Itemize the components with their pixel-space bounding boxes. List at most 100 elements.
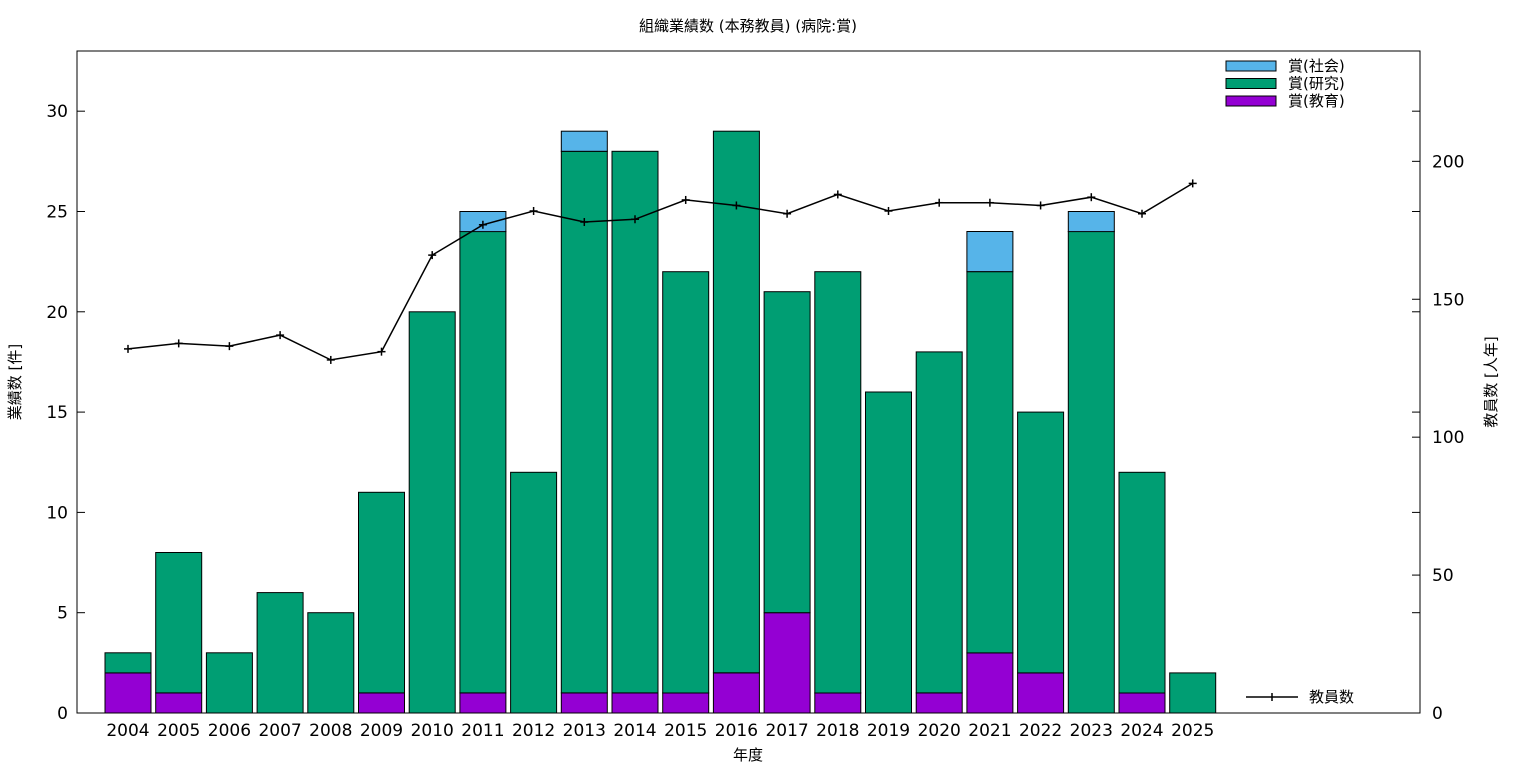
bar-2020-series-0	[915, 692, 963, 714]
y2-axis-label: 教員数 [人年]	[1482, 336, 1500, 427]
legend-label-2: 賞(教育)	[1288, 92, 1345, 110]
bar-2009-series-0	[358, 692, 405, 714]
x-tick-label-2006: 2006	[208, 721, 251, 741]
legend-label-line: 教員数	[1309, 688, 1354, 706]
x-tick-label-2019: 2019	[867, 721, 910, 741]
x-tick-label-2014: 2014	[613, 721, 656, 741]
bar-2022-series-1	[1017, 411, 1065, 674]
line-point-2019	[884, 206, 893, 215]
x-tick-label-2012: 2012	[512, 721, 555, 741]
bar-2014-series-0	[611, 692, 659, 714]
legend: 賞(社会)賞(研究)賞(教育) 教員数	[1225, 57, 1354, 706]
bar-2011-series-0	[459, 692, 507, 714]
bar-2013-series-1	[560, 150, 608, 694]
x-tick-label-2023: 2023	[1070, 721, 1113, 741]
line-point-2022	[1036, 201, 1045, 210]
legend-swatch-0	[1225, 60, 1277, 72]
bar-2010-series-1	[408, 311, 456, 714]
x-tick-label-2008: 2008	[309, 721, 352, 741]
line-point-2011	[478, 220, 487, 229]
bar-2023-series-1	[1067, 231, 1115, 714]
y-tick-label-25: 25	[46, 202, 68, 222]
x-tick-label-2016: 2016	[715, 721, 758, 741]
bar-2012-series-1	[510, 471, 558, 714]
x-tick-label-2007: 2007	[258, 721, 301, 741]
x-tick-label-2022: 2022	[1019, 721, 1062, 741]
bar-2020-series-1	[915, 351, 963, 694]
x-axis-label: 年度	[733, 746, 763, 764]
x-tick-label-2010: 2010	[411, 721, 454, 741]
line-point-2016	[732, 201, 741, 210]
bar-2017-series-1	[763, 291, 811, 614]
y-tick-label-10: 10	[46, 503, 68, 523]
y2-tick-label-150: 150	[1432, 290, 1464, 310]
line-point-2020	[935, 198, 944, 207]
y-tick-label-0: 0	[57, 704, 68, 724]
axes: 2004 2005 2006 2007 2008 2009 2010 2011 2012 2013…	[46, 102, 1464, 741]
legend-label-0: 賞(社会)	[1288, 57, 1345, 75]
bar-2014-series-1	[611, 150, 659, 694]
line-point-2004	[124, 344, 132, 353]
line-point-2017	[783, 209, 792, 218]
x-tick-label-2013: 2013	[563, 721, 606, 741]
line-point-2007	[276, 331, 285, 340]
bar-2015-series-0	[662, 692, 710, 714]
x-tick-label-2024: 2024	[1120, 721, 1163, 741]
line-point-2013	[580, 218, 589, 227]
bar-2013-series-2	[560, 130, 608, 152]
bar-2016-series-1	[712, 130, 760, 674]
bar-2004-series-1	[104, 652, 152, 674]
bar-2021-series-0	[966, 652, 1014, 714]
bar-2016-series-0	[712, 672, 760, 714]
y-axis-label: 業績数 [件]	[6, 344, 24, 420]
bar-2005-series-0	[155, 692, 203, 714]
bar-2005-series-1	[155, 552, 203, 694]
bar-2024-series-1	[1118, 471, 1166, 694]
bar-2008-series-1	[307, 612, 355, 714]
line-point-2018	[833, 190, 842, 199]
line-point-2005	[174, 339, 183, 348]
bar-2024-series-0	[1118, 692, 1166, 714]
line-point-2021	[985, 198, 994, 207]
line-point-2025	[1188, 179, 1197, 188]
x-tick-label-2011: 2011	[461, 721, 504, 741]
bar-2018-series-1	[814, 271, 862, 694]
x-tick-label-2005: 2005	[157, 721, 200, 741]
y2-tick-label-100: 100	[1432, 428, 1464, 448]
line-point-2024	[1138, 209, 1146, 218]
legend-label-1: 賞(研究)	[1288, 75, 1345, 93]
plot-frame	[76, 50, 1421, 714]
line-point-2009	[377, 347, 386, 356]
x-tick-label-2018: 2018	[816, 721, 859, 741]
bar-2013-series-0	[560, 692, 608, 714]
x-tick-label-2017: 2017	[765, 721, 808, 741]
bar-2011-series-1	[459, 231, 507, 694]
x-tick-label-2020: 2020	[918, 721, 961, 741]
bar-2017-series-0	[763, 612, 811, 714]
legend-swatch-1	[1225, 78, 1277, 89]
bar-2009-series-1	[358, 491, 405, 694]
legend-swatch-2	[1225, 95, 1277, 107]
bar-2004-series-0	[104, 672, 152, 714]
line-point-2014	[631, 215, 639, 224]
bar-2007-series-1	[256, 592, 304, 714]
x-tick-label-2004: 2004	[106, 721, 149, 741]
plot-area	[104, 130, 1217, 714]
x-tick-label-2009: 2009	[360, 721, 403, 741]
y-tick-label-20: 20	[46, 303, 68, 323]
chart-title: 組織業績数 (本務教員) (病院:賞)	[639, 17, 857, 35]
line-point-2008	[326, 355, 335, 364]
x-tick-label-2025: 2025	[1171, 721, 1214, 741]
x-tick-label-2015: 2015	[664, 721, 707, 741]
bar-2015-series-1	[662, 271, 710, 694]
line-point-2023	[1087, 193, 1096, 202]
line-point-2012	[529, 206, 538, 215]
line-point-2015	[681, 195, 690, 204]
bar-2023-series-2	[1067, 211, 1115, 233]
y2-tick-label-0: 0	[1432, 704, 1443, 724]
y-tick-label-5: 5	[57, 604, 68, 624]
line-point-2010	[428, 251, 437, 260]
y-tick-label-30: 30	[46, 102, 68, 122]
bar-2025-series-1	[1169, 672, 1217, 714]
